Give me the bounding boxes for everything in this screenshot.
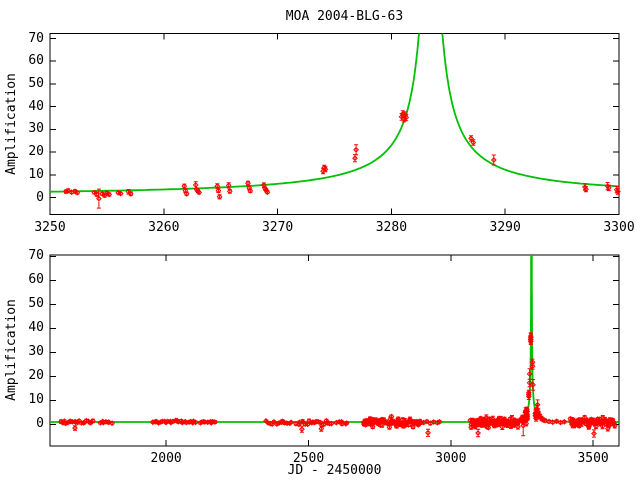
x-tick-label: 2000 xyxy=(150,451,182,466)
y-tick-label: 0 xyxy=(36,189,44,205)
y-tick-label: 70 xyxy=(28,248,44,264)
y-tick-label: 10 xyxy=(28,166,44,182)
x-axis-label: JD - 2450000 xyxy=(287,463,382,478)
y-tick-label: 60 xyxy=(28,272,44,288)
x-tick-label: 3250 xyxy=(34,219,66,235)
x-tick-label: 3500 xyxy=(577,451,609,466)
x-tick-label: 2500 xyxy=(292,451,325,466)
y-tick-label: 40 xyxy=(28,98,44,114)
y-tick-label: 20 xyxy=(28,144,44,159)
x-tick-label: 3300 xyxy=(603,219,635,235)
y-tick-label: 50 xyxy=(28,296,44,312)
y-tick-label: 50 xyxy=(28,75,44,91)
y-tick-label: 40 xyxy=(28,320,44,336)
y-tick-label: 0 xyxy=(36,416,44,432)
y-tick-label: 20 xyxy=(28,368,44,384)
y-tick-label: 30 xyxy=(28,344,44,360)
x-tick-label: 3000 xyxy=(435,451,467,466)
y-tick-label: 70 xyxy=(28,30,44,46)
x-tick-label: 3280 xyxy=(375,219,408,235)
x-tick-label: 3260 xyxy=(148,219,180,235)
x-tick-label: 3290 xyxy=(489,219,521,235)
y-tick-label: 10 xyxy=(28,392,44,408)
chart-title: MOA 2004-BLG-63 xyxy=(285,9,404,24)
y-tick-label: 60 xyxy=(28,53,44,69)
y-tick-label: 30 xyxy=(28,121,44,137)
x-tick-label: 3270 xyxy=(261,219,294,235)
